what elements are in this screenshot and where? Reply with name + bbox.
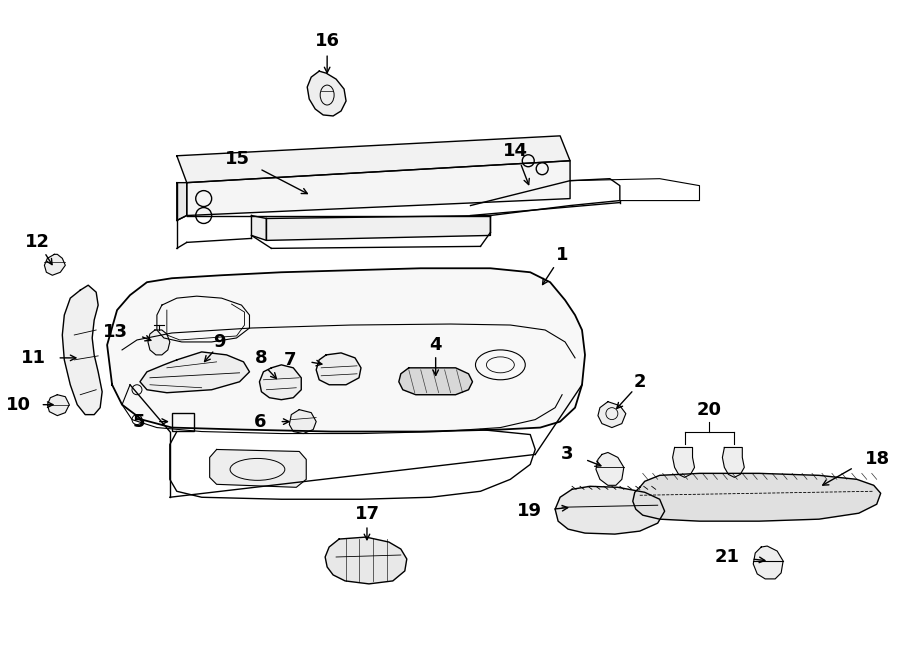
Bar (172, 412, 194, 430)
Polygon shape (723, 447, 744, 477)
Text: 5: 5 (132, 412, 145, 430)
Polygon shape (633, 473, 881, 521)
Polygon shape (187, 161, 570, 215)
Text: 6: 6 (254, 412, 266, 430)
Polygon shape (44, 254, 66, 275)
Text: 7: 7 (284, 351, 296, 369)
Text: 13: 13 (103, 323, 128, 341)
Polygon shape (140, 352, 249, 393)
Polygon shape (753, 546, 783, 579)
Polygon shape (555, 486, 664, 534)
Text: 18: 18 (865, 450, 890, 469)
Text: 14: 14 (503, 142, 527, 160)
Text: 4: 4 (429, 336, 442, 354)
Text: 3: 3 (561, 446, 573, 463)
Text: 20: 20 (697, 401, 722, 418)
Text: 19: 19 (518, 502, 542, 520)
Text: 17: 17 (355, 505, 380, 524)
Polygon shape (672, 447, 695, 477)
Text: 11: 11 (22, 349, 47, 367)
Text: 16: 16 (315, 32, 339, 50)
Polygon shape (176, 136, 570, 182)
Polygon shape (176, 182, 187, 221)
Polygon shape (148, 330, 170, 355)
Polygon shape (107, 268, 585, 432)
Polygon shape (325, 537, 407, 584)
Polygon shape (399, 368, 472, 395)
Text: 1: 1 (556, 247, 569, 264)
Text: 15: 15 (224, 150, 249, 168)
Polygon shape (307, 71, 346, 116)
Polygon shape (62, 285, 102, 414)
Polygon shape (48, 395, 69, 416)
Text: 2: 2 (634, 373, 646, 391)
Text: 12: 12 (25, 233, 50, 251)
Polygon shape (289, 410, 316, 434)
Polygon shape (598, 402, 626, 428)
Text: 9: 9 (213, 333, 226, 351)
Polygon shape (596, 453, 624, 485)
Text: 21: 21 (715, 548, 739, 566)
Polygon shape (259, 365, 302, 400)
Polygon shape (266, 215, 490, 241)
Text: 8: 8 (255, 349, 267, 367)
Polygon shape (316, 353, 361, 385)
Text: 10: 10 (5, 396, 31, 414)
Polygon shape (210, 449, 306, 487)
Polygon shape (251, 215, 266, 241)
